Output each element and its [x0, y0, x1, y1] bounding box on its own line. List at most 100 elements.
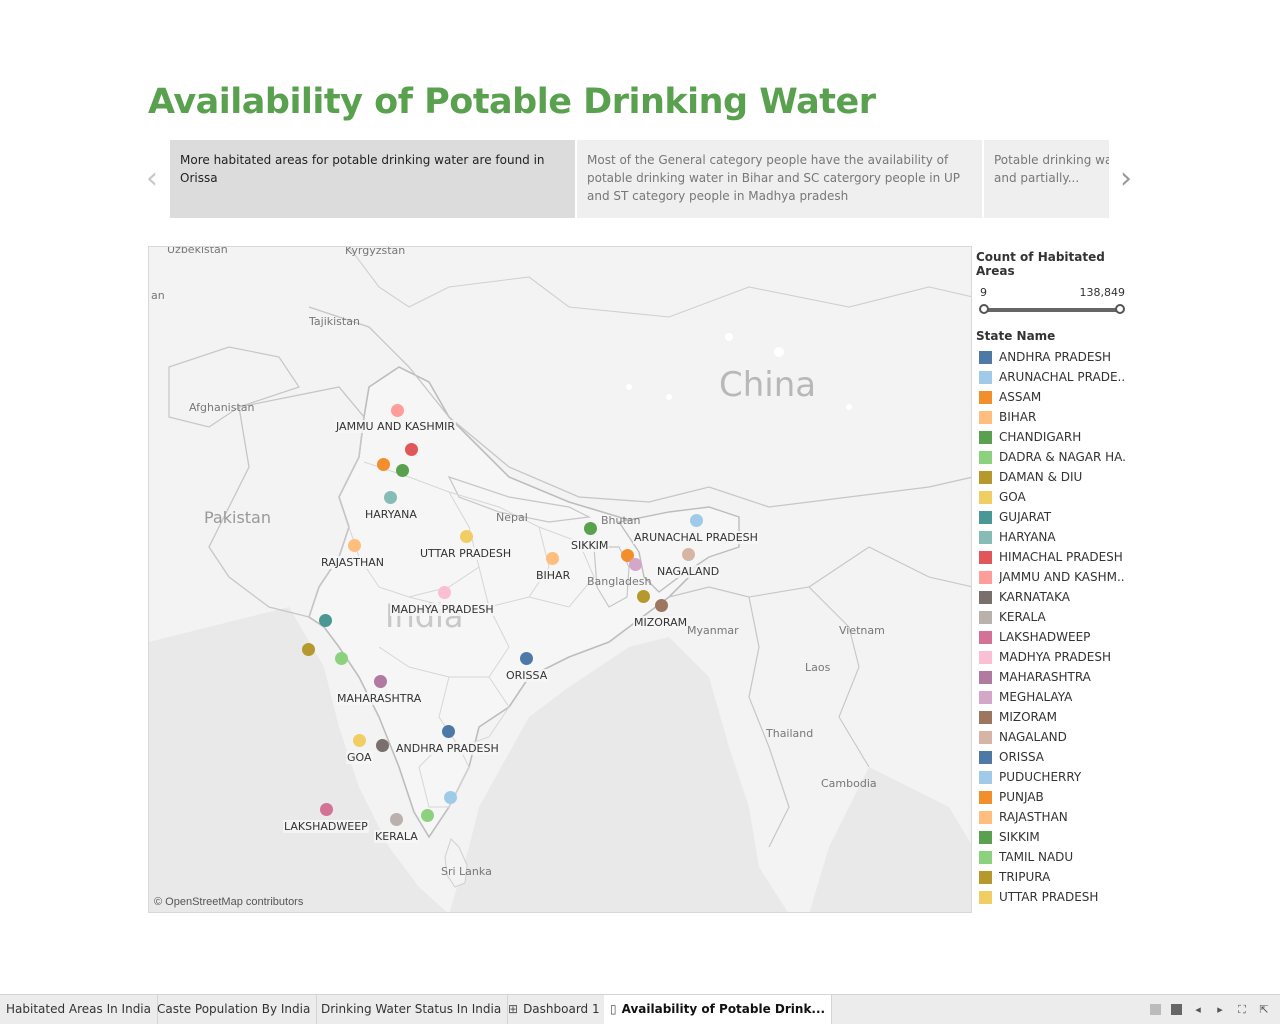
- share-icon[interactable]: ⇱: [1259, 1002, 1269, 1016]
- map-point-arunachal[interactable]: [690, 514, 703, 527]
- legend-label: MADHYA PRADESH: [999, 650, 1112, 664]
- legend-item[interactable]: LAKSHADWEEP: [976, 627, 1136, 647]
- map-point-sikkim[interactable]: [584, 522, 597, 535]
- legend-item[interactable]: KERALA: [976, 607, 1136, 627]
- map-point-tripura[interactable]: [637, 590, 650, 603]
- map-point-kerala[interactable]: [390, 813, 403, 826]
- tab-dashboard-1[interactable]: ⊞ Dashboard 1: [502, 995, 607, 1024]
- presentation-icon[interactable]: [1171, 1004, 1182, 1015]
- story-point-3[interactable]: Potable drinking water is available to G…: [984, 140, 1109, 218]
- state-label-rajasthan: RAJASTHAN: [320, 556, 386, 569]
- legend-item[interactable]: SIKKIM: [976, 827, 1136, 847]
- place-label-vietnam: Vietnam: [839, 624, 885, 637]
- place-label-bhutan: Bhutan: [601, 514, 641, 527]
- legend-item[interactable]: ASSAM: [976, 387, 1136, 407]
- chevron-right-icon[interactable]: ›: [1120, 161, 1132, 196]
- legend-item[interactable]: ARUNACHAL PRADE..: [976, 367, 1136, 387]
- map-point-maharashtra[interactable]: [374, 675, 387, 688]
- legend-swatch: [979, 610, 992, 624]
- legend-item[interactable]: PUDUCHERRY: [976, 767, 1136, 787]
- slider-handle-max[interactable]: [1115, 304, 1125, 314]
- next-icon[interactable]: ▸: [1217, 1002, 1223, 1016]
- map-point-puducherry[interactable]: [444, 791, 457, 804]
- legend-swatch: [979, 650, 992, 664]
- legend-swatch: [979, 630, 992, 644]
- map-point-punjab[interactable]: [377, 458, 390, 471]
- map-point-andhra-pradesh[interactable]: [442, 725, 455, 738]
- map-point-karnataka[interactable]: [376, 739, 389, 752]
- legend-swatch: [979, 850, 992, 864]
- chevron-left-icon[interactable]: ‹: [146, 161, 158, 196]
- map-point-uttar-pradesh[interactable]: [460, 530, 473, 543]
- place-label-uzbekistan: Uzbekistan: [167, 246, 228, 256]
- map-point-gujarat[interactable]: [319, 614, 332, 627]
- size-range-slider[interactable]: [979, 301, 1125, 319]
- place-label-sri-lanka: Sri Lanka: [441, 865, 492, 878]
- legend-item[interactable]: ANDHRA PRADESH: [976, 347, 1136, 367]
- legend-item[interactable]: DADRA & NAGAR HA..: [976, 447, 1136, 467]
- legend-item[interactable]: NAGALAND: [976, 727, 1136, 747]
- map-point-madhya-pradesh[interactable]: [438, 586, 451, 599]
- story-point-2[interactable]: Most of the General category people have…: [577, 140, 982, 218]
- legend-swatch: [979, 530, 992, 544]
- legend-swatch: [979, 810, 992, 824]
- map-point-orissa[interactable]: [520, 652, 533, 665]
- legend-item[interactable]: HARYANA: [976, 527, 1136, 547]
- map-point-goa[interactable]: [353, 734, 366, 747]
- legend-item[interactable]: ORISSA: [976, 747, 1136, 767]
- legend-swatch: [979, 370, 992, 384]
- fullscreen-icon[interactable]: ⛶: [1238, 1002, 1246, 1016]
- legend-item[interactable]: TAMIL NADU: [976, 847, 1136, 867]
- state-label-haryana: HARYANA: [364, 508, 418, 521]
- story-point-1[interactable]: More habitated areas for potable drinkin…: [170, 140, 575, 218]
- legend-panel: Count of Habitated Areas 9 138,849 State…: [976, 250, 1136, 907]
- legend-item[interactable]: GOA: [976, 487, 1136, 507]
- map-point-haryana[interactable]: [384, 491, 397, 504]
- legend-item[interactable]: MIZORAM: [976, 707, 1136, 727]
- map-point-mizoram[interactable]: [655, 599, 668, 612]
- map-point-dadra-nagar[interactable]: [335, 652, 348, 665]
- map-attribution[interactable]: © OpenStreetMap contributors: [154, 896, 304, 908]
- map-point-himachal[interactable]: [405, 443, 418, 456]
- view-toggle-icon[interactable]: [1150, 1004, 1161, 1015]
- legend-item[interactable]: MAHARASHTRA: [976, 667, 1136, 687]
- legend-label: MIZORAM: [999, 710, 1057, 724]
- legend-item[interactable]: HIMACHAL PRADESH: [976, 547, 1136, 567]
- legend-item[interactable]: CHANDIGARH: [976, 427, 1136, 447]
- previous-icon[interactable]: ◂: [1195, 1002, 1201, 1016]
- tab-label: Dashboard 1: [523, 1002, 600, 1016]
- map-point-nagaland[interactable]: [682, 548, 695, 561]
- map-point-jammu-kashmir[interactable]: [391, 404, 404, 417]
- map-point-lakshadweep[interactable]: [320, 803, 333, 816]
- tab-drinking-water-status[interactable]: Drinking Water Status In India: [315, 995, 509, 1024]
- legend-item[interactable]: RAJASTHAN: [976, 807, 1136, 827]
- legend-label: JAMMU AND KASHM..: [999, 570, 1125, 584]
- map-point-chandigarh[interactable]: [396, 464, 409, 477]
- legend-item[interactable]: MEGHALAYA: [976, 687, 1136, 707]
- legend-item[interactable]: KARNATAKA: [976, 587, 1136, 607]
- map-point-meghalaya[interactable]: [629, 558, 642, 571]
- map-point-daman-diu[interactable]: [302, 643, 315, 656]
- legend-item[interactable]: MADHYA PRADESH: [976, 647, 1136, 667]
- legend-item[interactable]: DAMAN & DIU: [976, 467, 1136, 487]
- legend-item[interactable]: GUJARAT: [976, 507, 1136, 527]
- map-view[interactable]: Uzbekistan Kyrgyzstan an Tajikistan Afgh…: [148, 246, 972, 913]
- legend-label: ORISSA: [999, 750, 1044, 764]
- state-label-mizoram: MIZORAM: [633, 616, 689, 629]
- legend-label: NAGALAND: [999, 730, 1067, 744]
- tab-caste-population[interactable]: Caste Population By India: [151, 995, 318, 1024]
- caption-strip: More habitated areas for potable drinkin…: [170, 140, 1109, 218]
- legend-item[interactable]: JAMMU AND KASHM..: [976, 567, 1136, 587]
- legend-item[interactable]: PUNJAB: [976, 787, 1136, 807]
- legend-item[interactable]: BIHAR: [976, 407, 1136, 427]
- slider-handle-min[interactable]: [979, 304, 989, 314]
- state-label-lakshadweep: LAKSHADWEEP: [283, 820, 369, 833]
- map-point-tamil-nadu[interactable]: [421, 809, 434, 822]
- tab-availability-story[interactable]: ▯ Availability of Potable Drink...: [604, 995, 833, 1024]
- map-point-rajasthan[interactable]: [348, 539, 361, 552]
- legend-item[interactable]: UTTAR PRADESH: [976, 887, 1136, 907]
- tab-habitated-areas[interactable]: Habitated Areas In India: [0, 995, 158, 1024]
- state-label-andhra-pradesh: ANDHRA PRADESH: [395, 742, 500, 755]
- map-point-bihar[interactable]: [546, 552, 559, 565]
- legend-item[interactable]: TRIPURA: [976, 867, 1136, 887]
